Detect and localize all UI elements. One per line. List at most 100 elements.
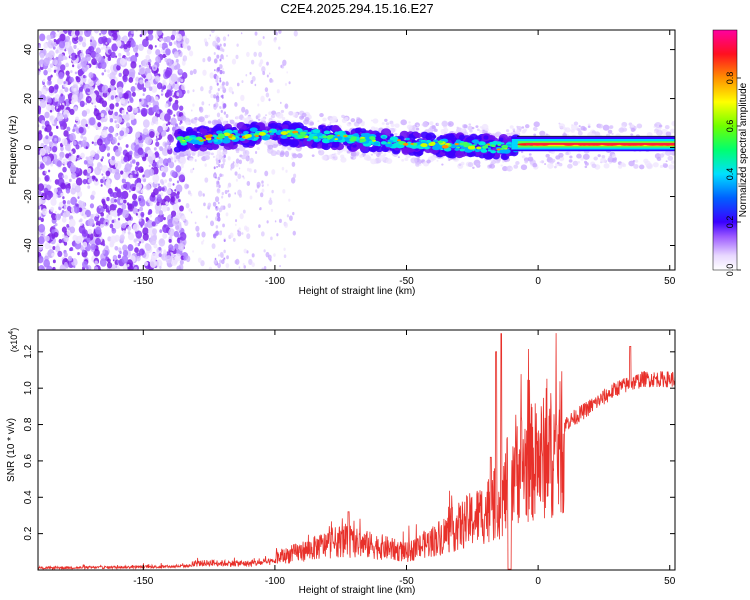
band-halo-blob xyxy=(404,157,409,162)
noise-blob xyxy=(107,87,112,93)
noise-blob xyxy=(39,163,45,170)
spectrogram-y-tick-label: 20 xyxy=(23,93,34,105)
noise-blob-faint xyxy=(242,175,244,178)
streak-blob xyxy=(216,112,221,118)
band-halo-blob xyxy=(568,159,573,163)
band-mid-blob xyxy=(228,130,233,133)
noise-blob xyxy=(106,261,113,269)
noise-blob xyxy=(113,213,118,218)
noise-blob xyxy=(74,235,82,244)
noise-blob xyxy=(157,194,162,200)
noise-blob xyxy=(122,244,128,252)
noise-blob xyxy=(82,249,85,253)
noise-blob-faint xyxy=(216,36,221,43)
noise-blob xyxy=(149,201,153,207)
noise-blob xyxy=(99,258,107,267)
band-halo-blob xyxy=(582,153,590,160)
band-halo-blob xyxy=(304,117,310,122)
noise-blob xyxy=(114,133,118,137)
noise-blob xyxy=(93,266,99,270)
noise-blob-faint xyxy=(232,161,235,165)
noise-blob-faint xyxy=(261,66,266,73)
noise-blob xyxy=(164,113,171,122)
noise-blob xyxy=(50,206,55,212)
band-mid-blob xyxy=(385,143,393,148)
noise-blob xyxy=(52,145,58,153)
noise-blob xyxy=(54,84,59,90)
band-halo-blob xyxy=(341,114,345,119)
streak-blob xyxy=(216,92,219,97)
spectrogram-y-tick-label: 40 xyxy=(23,44,34,56)
noise-blob xyxy=(65,153,70,159)
band-halo-blob xyxy=(520,150,524,154)
noise-blob xyxy=(145,94,152,103)
band-high-blob xyxy=(228,135,233,139)
noise-blob xyxy=(69,76,74,83)
noise-blob-faint xyxy=(265,251,270,258)
noise-blob xyxy=(63,130,69,137)
streak-blob xyxy=(216,82,219,86)
noise-blob-faint xyxy=(194,158,197,162)
band-halo-blob xyxy=(385,158,393,164)
noise-blob xyxy=(164,179,168,183)
noise-blob xyxy=(84,209,91,218)
band-halo-blob xyxy=(348,122,352,125)
band-halo-blob xyxy=(235,116,240,120)
noise-blob-faint xyxy=(193,68,197,75)
spectrogram-x-tick-label: 0 xyxy=(535,276,541,287)
noise-blob xyxy=(122,35,129,43)
snr-y-tick-label: 1.0 xyxy=(23,381,34,395)
band-halo-blob xyxy=(384,118,388,122)
noise-blob xyxy=(88,72,94,79)
band-halo-blob xyxy=(321,155,328,161)
streak-blob xyxy=(222,81,225,86)
band-halo-blob xyxy=(265,114,268,117)
band-halo-blob xyxy=(587,123,591,127)
band-halo-blob xyxy=(506,165,513,172)
band-mid-blob xyxy=(455,139,461,143)
band-core-blob xyxy=(318,125,323,129)
noise-blob xyxy=(44,127,48,132)
streak-blob xyxy=(216,165,218,168)
noise-blob-faint xyxy=(210,30,215,33)
noise-blob xyxy=(72,128,76,133)
noise-blob xyxy=(54,210,57,214)
noise-blob xyxy=(122,249,129,257)
noise-blob xyxy=(135,213,138,216)
noise-blob xyxy=(58,239,63,244)
noise-blob xyxy=(74,185,81,193)
band-halo-blob xyxy=(572,160,579,166)
band-halo-blob xyxy=(194,123,198,126)
band-halo-blob xyxy=(410,157,418,164)
band-halo-blob xyxy=(521,126,525,129)
streak-blob xyxy=(214,257,217,261)
band-halo-blob xyxy=(578,125,581,128)
band-halo-blob xyxy=(611,158,617,163)
band-mid-blob xyxy=(312,128,321,134)
noise-blob xyxy=(58,72,64,80)
noise-blob-faint xyxy=(232,237,236,242)
noise-blob xyxy=(81,64,88,72)
noise-blob xyxy=(90,213,94,219)
noise-blob xyxy=(173,65,178,70)
noise-blob xyxy=(145,217,149,221)
band-halo-blob xyxy=(415,162,420,167)
band-halo-blob xyxy=(468,123,472,126)
noise-blob xyxy=(178,105,184,111)
band-halo-blob xyxy=(664,124,670,130)
noise-blob xyxy=(121,109,126,115)
band-halo-blob xyxy=(213,120,219,125)
noise-blob xyxy=(167,157,172,163)
band-mid-blob xyxy=(424,146,430,150)
snr-y-multiplier: (x104) xyxy=(8,328,19,352)
noise-blob xyxy=(174,243,179,250)
band-halo-blob xyxy=(571,124,574,127)
noise-blob xyxy=(61,226,67,233)
band-core-blob xyxy=(483,135,489,140)
band-mid-blob xyxy=(275,131,283,135)
noise-blob xyxy=(128,77,134,83)
band-high-blob xyxy=(337,134,341,137)
band-mid-blob xyxy=(373,141,380,146)
noise-blob-faint xyxy=(177,43,181,49)
streak-blob xyxy=(215,176,217,179)
